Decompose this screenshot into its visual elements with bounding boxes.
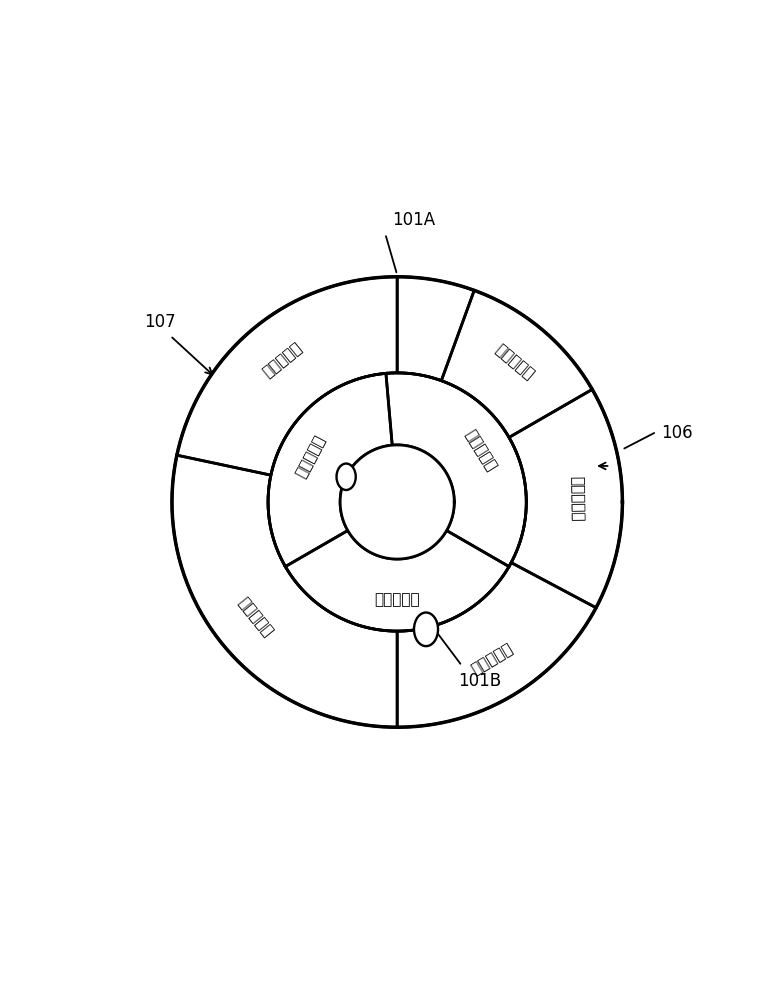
Polygon shape	[285, 531, 509, 631]
Ellipse shape	[336, 464, 356, 490]
Polygon shape	[397, 563, 596, 727]
Polygon shape	[172, 455, 397, 727]
Polygon shape	[177, 277, 397, 475]
Text: 蓝光转换区: 蓝光转换区	[374, 592, 420, 607]
Text: 107: 107	[144, 313, 176, 331]
Polygon shape	[509, 389, 622, 608]
Text: 101B: 101B	[459, 672, 501, 690]
Text: 黄光转换区: 黄光转换区	[570, 476, 585, 522]
Polygon shape	[397, 277, 474, 381]
Text: 红光转换区: 红光转换区	[462, 427, 498, 473]
Text: 黄光滤光区: 黄光滤光区	[260, 339, 305, 380]
Text: 红光滤光区: 红光滤光区	[235, 595, 275, 640]
Polygon shape	[268, 373, 392, 567]
Text: 蓝光滤光区: 蓝光滤光区	[493, 341, 537, 382]
Text: 绿光转换区: 绿光转换区	[294, 432, 328, 480]
Polygon shape	[386, 373, 526, 567]
Text: 101A: 101A	[392, 211, 435, 229]
Ellipse shape	[414, 613, 438, 646]
Text: 106: 106	[661, 424, 693, 442]
Polygon shape	[441, 290, 592, 437]
Polygon shape	[340, 445, 454, 559]
Text: 绿光滤光区: 绿光滤光区	[468, 641, 515, 677]
